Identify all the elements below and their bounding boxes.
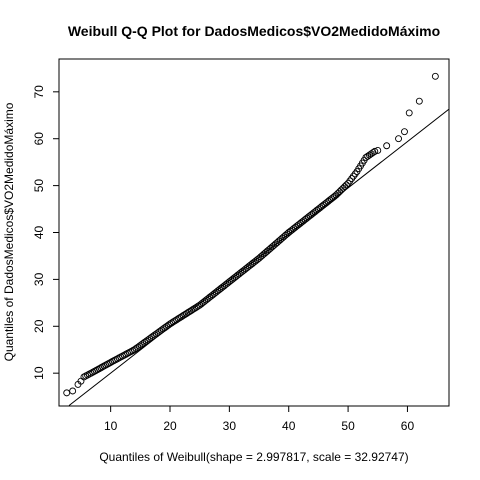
y-tick-label: 20 [32, 319, 46, 333]
y-tick-label: 30 [32, 272, 46, 286]
data-point [342, 184, 348, 190]
data-point [343, 182, 349, 188]
x-tick-label: 50 [341, 419, 355, 433]
x-tick-label: 40 [282, 419, 296, 433]
x-axis: 10 20 30 40 50 60 [104, 406, 414, 433]
x-tick-label: 30 [223, 419, 237, 433]
data-point [401, 129, 407, 135]
y-tick-label: 60 [32, 132, 46, 146]
x-tick-label: 60 [401, 419, 415, 433]
data-point [340, 185, 346, 191]
chart-title: Weibull Q-Q Plot for DadosMedicos$VO2Med… [68, 23, 440, 39]
data-point [406, 110, 412, 116]
y-axis-title: Quantiles of DadosMedicos$VO2MedidoMáxim… [2, 102, 16, 361]
plot-area-frame [59, 59, 449, 406]
data-point [396, 136, 402, 142]
x-axis-title: Quantiles of Weibull(shape = 2.997817, s… [99, 450, 408, 464]
data-point [432, 73, 438, 79]
data-point [337, 189, 343, 195]
data-point [64, 390, 70, 396]
data-point [416, 98, 422, 104]
x-tick-label: 10 [104, 419, 118, 433]
data-point [384, 143, 390, 149]
data-points-layer [64, 73, 439, 396]
y-tick-label: 70 [32, 85, 46, 99]
y-tick-label: 40 [32, 226, 46, 240]
y-axis: 10 20 30 40 50 60 70 [32, 85, 59, 380]
x-tick-label: 20 [163, 419, 177, 433]
data-point [70, 388, 76, 394]
data-point [338, 187, 344, 193]
y-tick-label: 50 [32, 179, 46, 193]
y-tick-label: 10 [32, 366, 46, 380]
